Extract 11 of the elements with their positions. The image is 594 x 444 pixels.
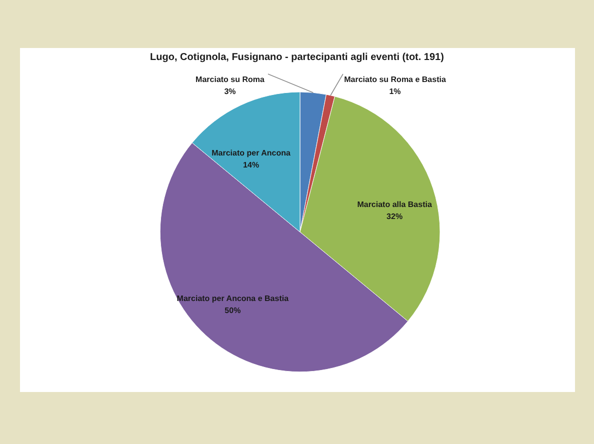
slice-label: Marciato per Ancona (212, 148, 292, 158)
slice-label: Marciato per Ancona e Bastia (176, 294, 290, 303)
slice-label: Marciato alla Bastia (357, 200, 432, 210)
data-label: 50% (224, 306, 241, 315)
slice-label: Marciato su Roma (196, 75, 266, 84)
slice-label: Marciato su Roma e Bastia (344, 75, 446, 84)
data-label: 3% (224, 87, 236, 96)
data-label: 1% (389, 87, 401, 96)
data-label: 14% (243, 160, 260, 170)
chart-title: Lugo, Cotignola, Fusignano - partecipanti agli eventi (tot. 191) (150, 52, 444, 63)
data-label: 32% (386, 212, 403, 222)
